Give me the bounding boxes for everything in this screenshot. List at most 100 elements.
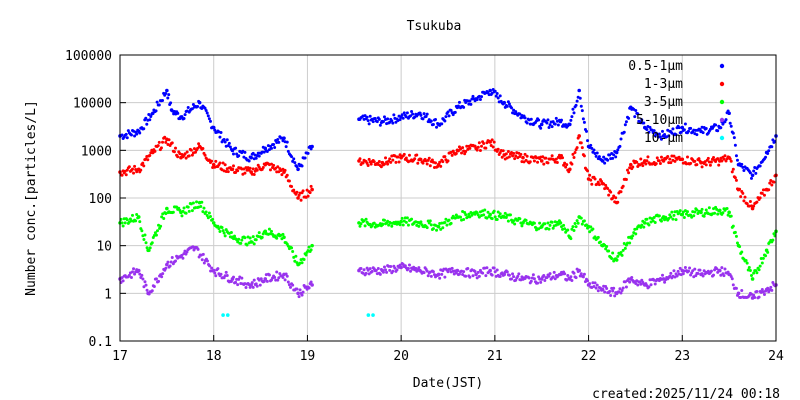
- data-point: [516, 274, 520, 278]
- data-point: [274, 166, 278, 170]
- data-point: [380, 222, 385, 227]
- data-point: [170, 141, 174, 145]
- data-point: [230, 167, 235, 172]
- data-point: [134, 270, 138, 274]
- data-point: [754, 171, 758, 175]
- data-point: [154, 233, 158, 237]
- data-point: [495, 91, 499, 95]
- data-point: [527, 276, 531, 280]
- data-point: [223, 234, 227, 238]
- data-point: [569, 118, 573, 122]
- data-point: [309, 184, 313, 188]
- data-point: [595, 283, 599, 287]
- data-point: [750, 206, 755, 211]
- data-point: [680, 212, 685, 217]
- data-point: [295, 190, 299, 194]
- data-point: [444, 115, 448, 119]
- data-point: [532, 159, 536, 163]
- data-point: [627, 171, 631, 175]
- data-point: [485, 216, 489, 220]
- data-point: [600, 159, 605, 163]
- data-point: [492, 209, 496, 213]
- data-point: [202, 206, 206, 210]
- data-point: [667, 134, 671, 138]
- data-point: [161, 272, 165, 276]
- data-point: [716, 212, 720, 216]
- data-point: [286, 280, 290, 284]
- x-tick-label: 23: [674, 349, 690, 364]
- data-point: [547, 274, 551, 278]
- data-point: [610, 257, 614, 261]
- data-point: [498, 94, 502, 98]
- data-point: [677, 155, 681, 159]
- data-point: [308, 191, 312, 195]
- data-point: [213, 128, 217, 132]
- data-point: [181, 256, 185, 260]
- y-tick-label: 0.1: [89, 335, 112, 350]
- data-point: [422, 112, 426, 116]
- data-point: [229, 231, 233, 235]
- data-point: [550, 220, 554, 224]
- data-point: [621, 248, 625, 252]
- data-point: [145, 122, 149, 126]
- data-point: [657, 214, 661, 218]
- data-point: [727, 210, 731, 215]
- data-point: [283, 278, 287, 282]
- data-point: [125, 136, 129, 140]
- data-point: [281, 232, 285, 236]
- data-point: [604, 183, 608, 187]
- data-point: [578, 96, 582, 100]
- data-point: [265, 150, 269, 154]
- data-point: [704, 163, 708, 167]
- data-point: [582, 154, 586, 158]
- data-point: [310, 243, 314, 248]
- data-point: [282, 136, 286, 140]
- data-point: [225, 138, 229, 142]
- data-point: [153, 231, 157, 235]
- data-point: [552, 270, 556, 274]
- data-point: [159, 146, 163, 150]
- data-point: [771, 138, 775, 142]
- data-point: [457, 100, 461, 104]
- data-point: [524, 218, 528, 222]
- data-point: [738, 187, 742, 191]
- data-point: [642, 225, 646, 229]
- data-point: [525, 121, 529, 125]
- data-point: [655, 156, 659, 160]
- data-point: [310, 283, 314, 287]
- data-point: [476, 145, 480, 149]
- data-point: [139, 168, 143, 172]
- data-point: [639, 225, 643, 229]
- data-point: [301, 189, 305, 193]
- data-point: [553, 122, 557, 126]
- y-tick-label: 100: [89, 192, 112, 207]
- legend-marker: [719, 135, 725, 141]
- data-point: [539, 122, 544, 127]
- data-point: [358, 224, 362, 228]
- data-point: [550, 125, 554, 129]
- data-point: [661, 273, 665, 277]
- data-point: [619, 190, 623, 194]
- data-point: [362, 219, 366, 223]
- data-point: [639, 157, 643, 161]
- data-point: [254, 156, 258, 160]
- data-point: [124, 132, 128, 136]
- data-point: [436, 272, 441, 277]
- data-point: [562, 223, 566, 227]
- data-point: [589, 178, 593, 182]
- data-point: [277, 276, 281, 280]
- data-point: [257, 231, 261, 235]
- data-point: [621, 286, 625, 290]
- data-point: [546, 161, 550, 165]
- x-tick-label: 17: [112, 349, 128, 364]
- data-point: [390, 119, 394, 123]
- data-point: [642, 121, 646, 125]
- data-point: [611, 289, 615, 293]
- data-point: [734, 286, 738, 290]
- data-point: [570, 162, 574, 166]
- data-point: [251, 235, 255, 239]
- data-point: [518, 112, 522, 116]
- data-point: [518, 217, 522, 221]
- data-point: [473, 270, 477, 274]
- data-point: [687, 269, 691, 273]
